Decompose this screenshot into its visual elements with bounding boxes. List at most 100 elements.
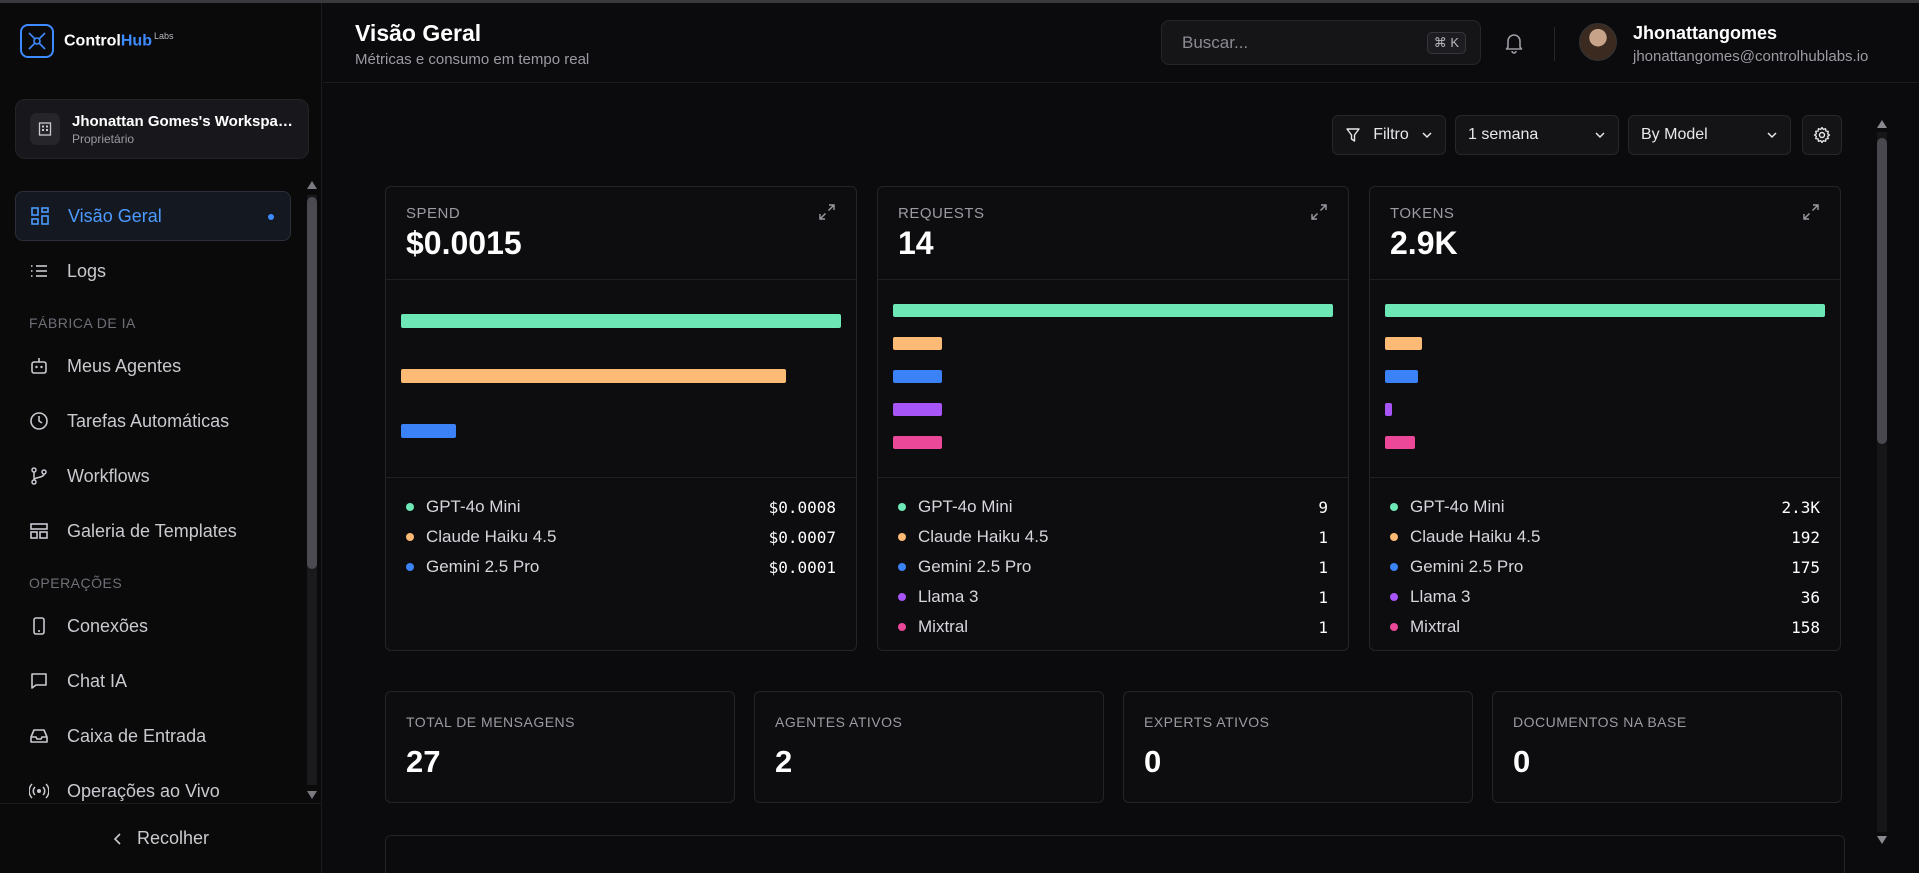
legend-value: 192 bbox=[1791, 527, 1820, 547]
scrollbar-track[interactable] bbox=[1877, 132, 1887, 832]
bar bbox=[1385, 436, 1415, 449]
card-divider bbox=[878, 477, 1348, 478]
sidebar-scrollbar[interactable] bbox=[304, 177, 318, 803]
stat-value: 27 bbox=[406, 744, 441, 779]
legend-row: GPT-4o Mini $0.0008 bbox=[406, 492, 836, 522]
legend-dot bbox=[406, 503, 414, 511]
expand-icon[interactable] bbox=[1802, 203, 1820, 221]
stat-value: 2 bbox=[775, 744, 793, 779]
sidebar-item-logs[interactable]: Logs bbox=[15, 246, 291, 296]
page-subtitle: Métricas e consumo em tempo real bbox=[355, 51, 590, 68]
legend-label: Claude Haiku 4.5 bbox=[1410, 527, 1541, 546]
page-title: Visão Geral bbox=[355, 20, 482, 46]
legend-value: $0.0001 bbox=[768, 557, 836, 577]
bell-icon[interactable] bbox=[1504, 32, 1524, 54]
legend-row: Llama 3 1 bbox=[898, 582, 1328, 612]
scrollbar-thumb[interactable] bbox=[307, 197, 317, 569]
sidebar-item-label: Operações ao Vivo bbox=[67, 780, 220, 801]
sidebar-item-galeria[interactable]: Galeria de Templates bbox=[15, 506, 291, 556]
sidebar-item-chat-ia[interactable]: Chat IA bbox=[15, 656, 291, 706]
legend-dot bbox=[1390, 533, 1398, 541]
broadcast-icon bbox=[29, 781, 49, 801]
section-fabrica-ia: FÁBRICA DE IA bbox=[29, 315, 136, 331]
filter-label: Filtro bbox=[1373, 126, 1409, 143]
sidebar-nav: Visão Geral Logs FÁBRICA DE IA Meus Agen… bbox=[15, 191, 291, 801]
section-operacoes: OPERAÇÕES bbox=[29, 575, 123, 591]
legend-label: Llama 3 bbox=[1410, 587, 1471, 606]
scroll-down-arrow-icon[interactable] bbox=[1877, 836, 1887, 844]
expand-icon[interactable] bbox=[818, 203, 836, 221]
phone-icon bbox=[29, 616, 49, 636]
sidebar-item-operacoes-vivo[interactable]: Operações ao Vivo bbox=[15, 766, 291, 801]
legend-dot bbox=[406, 533, 414, 541]
legend-row: Claude Haiku 4.5 $0.0007 bbox=[406, 522, 836, 552]
sidebar-item-label: Workflows bbox=[67, 465, 150, 486]
bar bbox=[1385, 304, 1825, 317]
legend-value: 158 bbox=[1791, 617, 1820, 637]
legend-row: Gemini 2.5 Pro 175 bbox=[1390, 552, 1820, 582]
period-select[interactable]: 1 semana bbox=[1455, 115, 1619, 155]
filter-button[interactable]: Filtro bbox=[1332, 115, 1446, 155]
group-by-select[interactable]: By Model bbox=[1628, 115, 1791, 155]
legend-row: Gemini 2.5 Pro 1 bbox=[898, 552, 1328, 582]
sidebar-item-visao-geral[interactable]: Visão Geral bbox=[15, 191, 291, 241]
header-divider bbox=[1554, 27, 1555, 61]
active-indicator bbox=[268, 214, 274, 220]
legend-label: Gemini 2.5 Pro bbox=[1410, 557, 1524, 576]
legend-dot bbox=[898, 533, 906, 541]
bar bbox=[401, 314, 841, 328]
card-divider bbox=[386, 279, 856, 280]
legend-row: Claude Haiku 4.5 192 bbox=[1390, 522, 1820, 552]
legend-dot bbox=[1390, 503, 1398, 511]
settings-button[interactable] bbox=[1802, 115, 1842, 155]
next-section-card bbox=[385, 835, 1845, 873]
scrollbar-thumb[interactable] bbox=[1877, 138, 1887, 444]
expand-icon[interactable] bbox=[1310, 203, 1328, 221]
chevron-down-icon bbox=[1421, 131, 1433, 139]
bar bbox=[893, 403, 942, 416]
stat-caption: TOTAL DE MENSAGENS bbox=[406, 714, 575, 730]
search-box[interactable]: ⌘ K bbox=[1161, 20, 1481, 65]
gear-icon bbox=[1813, 126, 1831, 144]
sidebar-item-workflows[interactable]: Workflows bbox=[15, 451, 291, 501]
legend-value: 36 bbox=[1800, 587, 1820, 607]
search-input[interactable] bbox=[1182, 32, 1427, 53]
card-caption: REQUESTS bbox=[898, 205, 985, 222]
template-icon bbox=[29, 521, 49, 541]
bar bbox=[893, 304, 1333, 317]
collapse-sidebar-button[interactable]: Recolher bbox=[0, 803, 322, 873]
scroll-up-arrow-icon[interactable] bbox=[1877, 120, 1887, 128]
avatar[interactable] bbox=[1579, 23, 1617, 61]
legend-dot bbox=[1390, 563, 1398, 571]
legend-value: 2.3K bbox=[1781, 497, 1820, 517]
sidebar-item-caixa-entrada[interactable]: Caixa de Entrada bbox=[15, 711, 291, 761]
legend-row: Claude Haiku 4.5 1 bbox=[898, 522, 1328, 552]
card-value: 14 bbox=[898, 225, 934, 261]
group-by-value: By Model bbox=[1641, 126, 1708, 143]
brand-name: ControlHub Labs bbox=[64, 31, 174, 50]
chevron-down-icon bbox=[1766, 131, 1778, 139]
sidebar-item-meus-agentes[interactable]: Meus Agentes bbox=[15, 341, 291, 391]
scroll-up-arrow-icon[interactable] bbox=[307, 181, 317, 189]
legend-dot bbox=[1390, 593, 1398, 601]
legend-dot bbox=[1390, 623, 1398, 631]
brand-logo[interactable]: ControlHub Labs bbox=[20, 24, 174, 58]
legend-label: Gemini 2.5 Pro bbox=[918, 557, 1032, 576]
sidebar-item-tarefas[interactable]: Tarefas Automáticas bbox=[15, 396, 291, 446]
workspace-switcher[interactable]: Jhonattan Gomes's Workspace Proprietário bbox=[15, 99, 309, 159]
bar bbox=[1385, 403, 1392, 416]
card-divider bbox=[1370, 477, 1840, 478]
main-scrollbar[interactable] bbox=[1873, 118, 1889, 844]
filter-icon bbox=[1345, 127, 1361, 143]
sidebar-item-label: Galeria de Templates bbox=[67, 520, 237, 541]
building-icon bbox=[30, 113, 60, 145]
card-value: $0.0015 bbox=[406, 225, 522, 261]
sidebar: ControlHub Labs Jhonattan Gomes's Workspa… bbox=[0, 3, 322, 873]
sidebar-item-conexoes[interactable]: Conexões bbox=[15, 601, 291, 651]
scroll-down-arrow-icon[interactable] bbox=[307, 791, 317, 799]
requests-card: REQUESTS 14 GPT-4o Mini 9 Claude Haiku 4.5… bbox=[877, 186, 1349, 651]
chevron-down-icon bbox=[1594, 131, 1606, 139]
legend-value: 1 bbox=[1318, 587, 1328, 607]
sidebar-item-label: Chat IA bbox=[67, 670, 128, 691]
legend-value: 1 bbox=[1318, 527, 1328, 547]
